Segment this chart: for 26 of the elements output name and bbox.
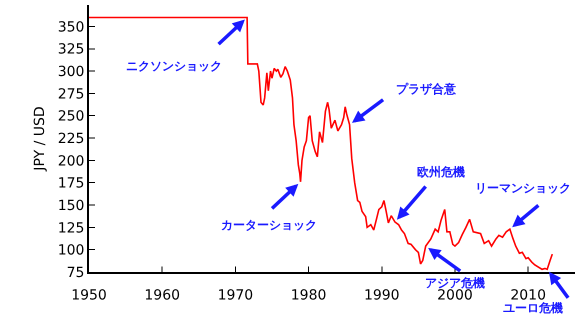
y-tick-label: 350 [58,19,84,36]
annotation: 欧州危機 [417,165,465,179]
y-tick-label: 175 [58,176,84,192]
annotation: ニクソンショック [126,59,222,73]
x-tick-label: 1950 [71,288,107,304]
x-tick-label: 1960 [144,288,180,304]
annotation: プラザ合意 [396,82,457,96]
annotation: リーマンショック [475,181,571,195]
y-axis-title: JPY / USD [32,106,48,172]
y-tick-label: 250 [58,108,84,125]
y-tick-label: 300 [58,64,84,80]
y-tick-label: 100 [58,242,84,259]
y-tick-label: 150 [58,198,84,214]
annotation: ユーロ危機 [503,301,563,315]
y-tick-label: 275 [58,86,84,102]
y-tick-label: 75 [66,264,84,281]
x-tick-label: 1980 [290,288,326,304]
y-tick-label: 125 [58,220,84,236]
annotation: アジア危機 [425,276,485,290]
y-tick-label: 325 [58,42,84,58]
x-tick-label: 2000 [437,288,473,304]
x-tick-label: 1990 [364,288,400,304]
y-tick-label: 200 [58,153,84,170]
y-tick-label: 225 [58,130,84,147]
x-tick-label: 1970 [218,288,254,304]
annotation: カーターショック [221,218,317,232]
